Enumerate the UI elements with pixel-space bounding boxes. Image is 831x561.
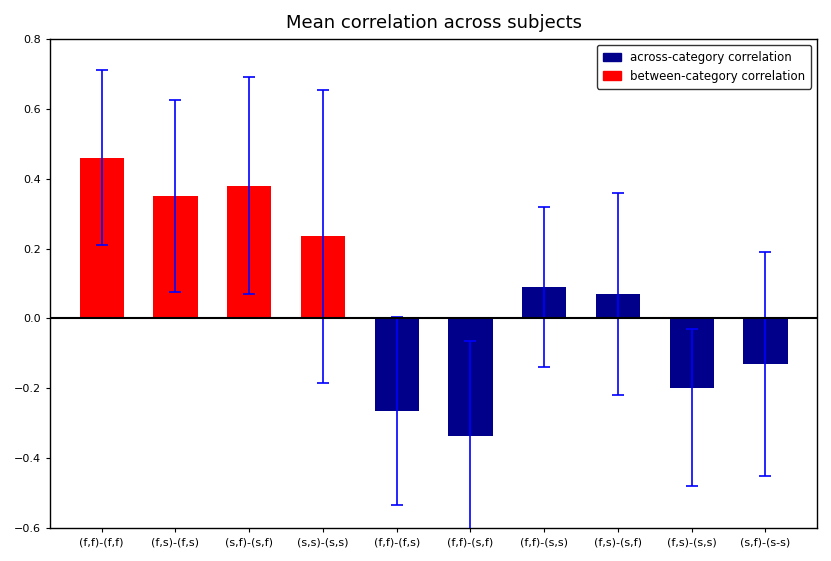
- Title: Mean correlation across subjects: Mean correlation across subjects: [286, 14, 582, 32]
- Bar: [596, 294, 640, 319]
- Bar: [301, 236, 345, 319]
- Bar: [80, 158, 124, 319]
- Bar: [670, 319, 714, 388]
- Bar: [449, 319, 493, 435]
- Bar: [744, 319, 788, 364]
- Bar: [375, 319, 419, 411]
- Legend: across-category correlation, between-category correlation: across-category correlation, between-cat…: [597, 45, 811, 89]
- Bar: [153, 196, 198, 319]
- Bar: [522, 287, 567, 319]
- Bar: [227, 186, 271, 319]
